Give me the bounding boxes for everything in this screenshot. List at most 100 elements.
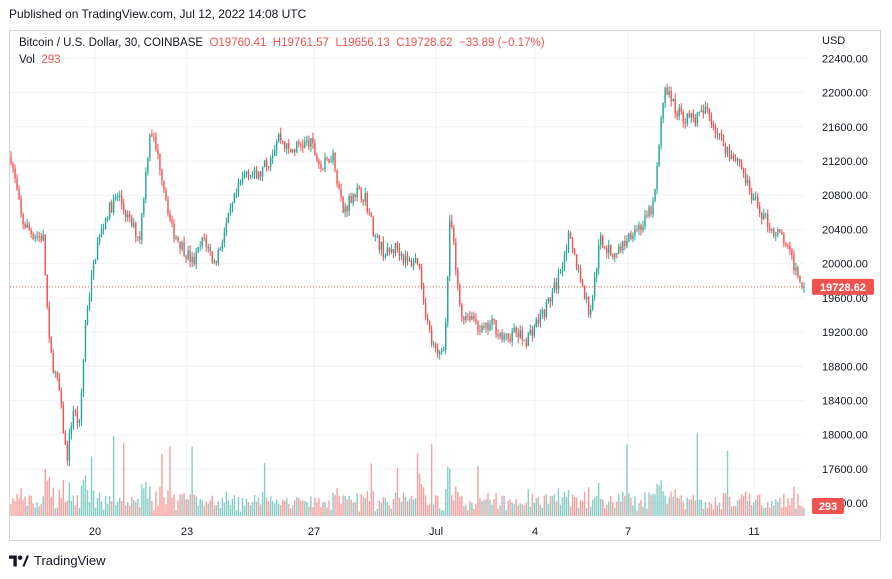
candle-body [791,249,793,256]
volume-bar [527,489,529,516]
candle-body [781,232,783,235]
candle-body [432,343,435,345]
volume-bar [384,497,387,516]
candle-body [286,143,288,149]
candle-body [447,276,449,323]
candle-body [698,112,701,114]
volume-bar [602,499,604,516]
candle-body [740,161,743,169]
volume-bar [495,493,497,516]
volume-bar [336,488,338,516]
candle-body [64,433,67,445]
candle-body [74,411,77,413]
volume-bar [664,495,666,516]
symbol-title[interactable]: Bitcoin / U.S. Dollar, 30, COINBASE [19,37,204,49]
volume-bar [678,498,680,516]
volume-bar [642,506,644,516]
candle-body [183,242,185,256]
candle-body [312,138,314,144]
volume-bar [294,499,296,516]
volume-bar [398,497,401,516]
volume-bar [410,495,413,516]
volume-label[interactable]: Vol [19,54,35,66]
candle-body [32,234,34,239]
candle-body [666,87,668,95]
legend-low: L19656.13 [335,37,390,49]
candle-body [26,224,28,228]
volume-bar [761,505,763,516]
y-tick-label: 21200.00 [822,156,868,168]
candle-body [165,190,167,200]
candle-body [110,202,113,213]
candle-body [292,149,294,153]
volume-bar [471,502,473,516]
volume-bar [595,495,598,516]
candle-body [275,141,278,151]
candle-body [455,242,457,271]
volume-bar [519,503,521,516]
volume-bar [110,501,113,516]
candle-body [24,224,26,228]
candle-body [187,250,189,259]
volume-bar [320,507,322,516]
candle-body [511,331,513,342]
candle-body [380,241,383,250]
candle-body [207,246,209,248]
volume-bar [340,503,342,516]
volume-bar [102,509,105,516]
candle-body [573,249,576,255]
candle-body [656,165,658,190]
candle-body [515,327,517,334]
volume-bar [497,508,499,516]
tradingview-brand[interactable]: TradingView [9,553,106,568]
candle-body [334,152,336,171]
candle-body [133,223,135,227]
candle-body [193,256,195,265]
candle-body [690,113,692,118]
candle-body [602,236,604,247]
volume-bar [267,501,270,516]
volume-bar [690,499,692,516]
candle-body [483,325,485,328]
candle-body [593,276,596,297]
candle-body [730,154,733,160]
candle-body [60,390,63,405]
candle-body [710,115,713,125]
candle-body [436,348,439,355]
volume-bar [801,506,803,516]
volume-bar [269,496,272,516]
candle-body [94,259,97,264]
candle-body [155,137,157,150]
candle-body [722,135,725,147]
volume-bar [153,510,155,516]
volume-bar [752,502,755,516]
candle-body [72,411,75,427]
volume-bar [414,498,417,516]
candle-body [116,196,119,198]
volume-bar [193,494,195,516]
candle-body [324,158,326,169]
candle-body [728,147,731,160]
candle-body [141,213,143,240]
candle-body [102,228,105,230]
y-tick-label: 19600.00 [822,293,868,305]
volume-bar [696,433,699,516]
volume-bar [481,501,483,516]
volume-bar [732,505,735,516]
candle-body [469,316,471,320]
candle-body [746,179,749,184]
volume-bar [68,482,71,516]
candle-body [785,243,787,246]
volume-bar [60,498,63,516]
volume-bar [20,488,22,516]
candle-body [310,138,312,147]
volume-bar [342,495,344,516]
candle-body [547,298,550,302]
volume-bar [684,509,686,516]
candle-body [467,316,469,318]
candle-body [227,212,230,223]
candle-body [803,286,805,288]
volume-bar [28,495,30,516]
candle-body [692,113,695,118]
